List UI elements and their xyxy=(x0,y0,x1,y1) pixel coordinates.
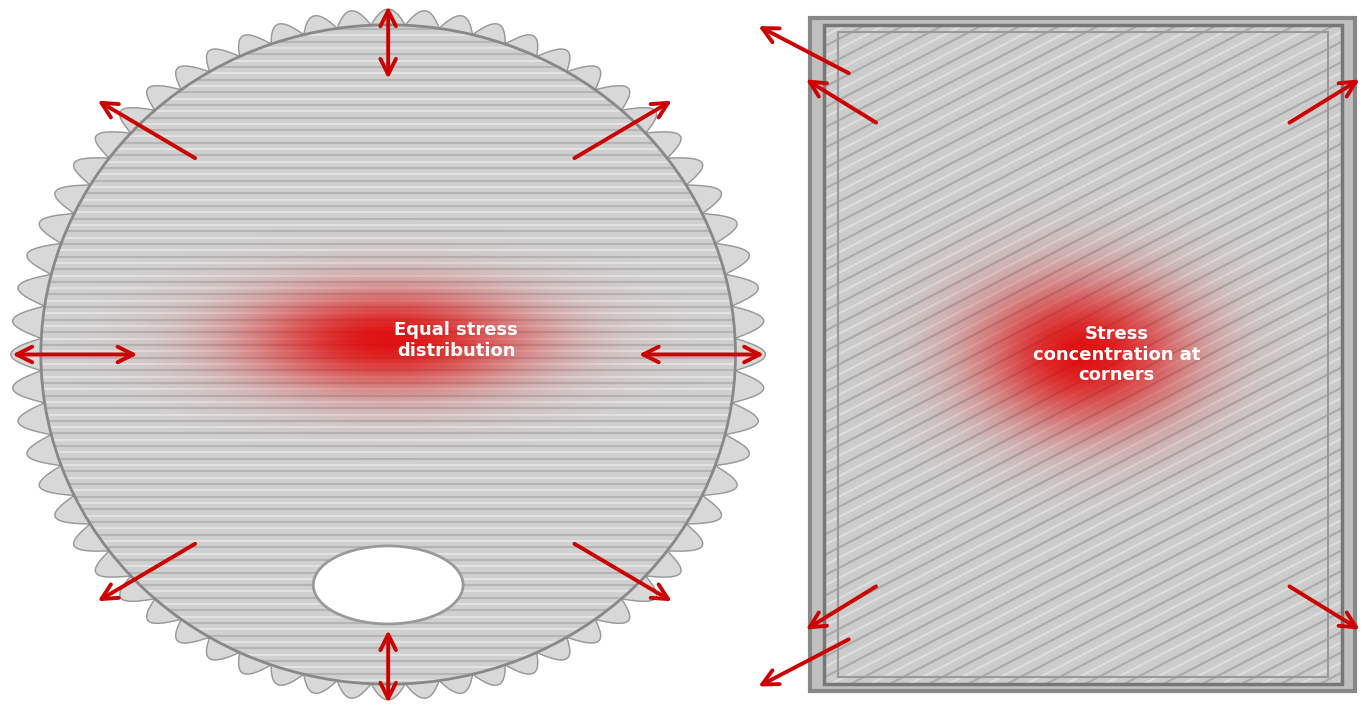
Polygon shape xyxy=(11,9,765,700)
Bar xyxy=(838,32,1328,677)
Bar xyxy=(824,25,1342,684)
Bar xyxy=(824,25,1342,684)
Bar xyxy=(824,25,1342,684)
Text: Equal stress
distribution: Equal stress distribution xyxy=(395,321,518,359)
Bar xyxy=(810,18,1355,691)
Bar xyxy=(824,25,1342,684)
Circle shape xyxy=(313,546,463,624)
Ellipse shape xyxy=(41,25,735,684)
Text: Stress
concentration at
corners: Stress concentration at corners xyxy=(1034,325,1200,384)
